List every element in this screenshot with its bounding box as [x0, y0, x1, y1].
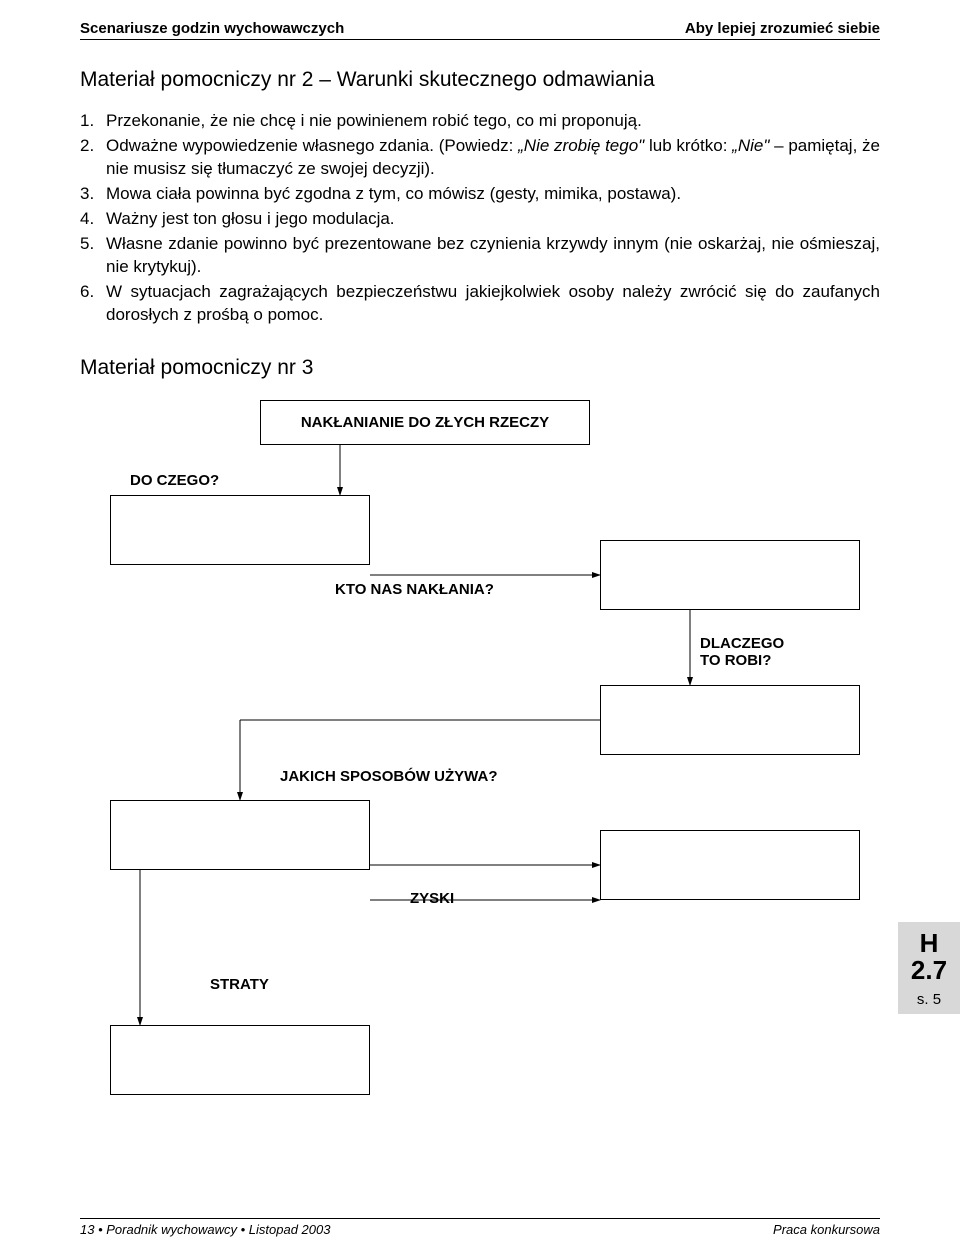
list-item: 4.Ważny jest ton głosu i jego modulacja. [80, 208, 880, 231]
header-right: Aby lepiej zrozumieć siebie [685, 20, 880, 37]
list-number: 2. [80, 135, 106, 181]
list-text: Przekonanie, że nie chcę i nie powiniene… [106, 110, 880, 133]
list-text: W sytuacjach zagrażających bezpieczeństw… [106, 281, 880, 327]
flowchart-label: DO CZEGO? [130, 472, 219, 489]
list-text: Mowa ciała powinna być zgodna z tym, co … [106, 183, 880, 206]
list-item: 5.Własne zdanie powinno być prezentowane… [80, 233, 880, 279]
list-number: 5. [80, 233, 106, 279]
page-header: Scenariusze godzin wychowawczych Aby lep… [80, 20, 880, 40]
side-tab: H 2.7 s. 5 [898, 922, 960, 1014]
flowchart-label: STRATY [210, 976, 269, 993]
list-text: Odważne wypowiedzenie własnego zdania. (… [106, 135, 880, 181]
list-item: 6.W sytuacjach zagrażających bezpieczeńs… [80, 281, 880, 327]
list-text: Własne zdanie powinno być prezentowane b… [106, 233, 880, 279]
flowchart-box [600, 685, 860, 755]
header-left: Scenariusze godzin wychowawczych [80, 20, 344, 37]
list-item: 3.Mowa ciała powinna być zgodna z tym, c… [80, 183, 880, 206]
flowchart-box [110, 800, 370, 870]
list-number: 1. [80, 110, 106, 133]
flowchart-label: JAKICH SPOSOBÓW UŻYWA? [280, 768, 498, 785]
flowchart-box [110, 1025, 370, 1095]
list-item: 2.Odważne wypowiedzenie własnego zdania.… [80, 135, 880, 181]
flowchart-box [600, 540, 860, 610]
footer-left: 13 • Poradnik wychowawcy • Listopad 2003 [80, 1222, 330, 1237]
side-tab-line2: 2.7 [898, 957, 960, 984]
flowchart-label: ZYSKI [410, 890, 454, 907]
list-number: 3. [80, 183, 106, 206]
flowchart-label: NAKŁANIANIE DO ZŁYCH RZECZY [290, 414, 560, 431]
list-item: 1.Przekonanie, że nie chcę i nie powinie… [80, 110, 880, 133]
footer-right: Praca konkursowa [773, 1222, 880, 1237]
list-text: Ważny jest ton głosu i jego modulacja. [106, 208, 880, 231]
list-number: 6. [80, 281, 106, 327]
flowchart: NAKŁANIANIE DO ZŁYCH RZECZY DO CZEGO? KTO … [80, 400, 880, 1105]
section-title: Materiał pomocniczy nr 2 – Warunki skute… [80, 68, 880, 92]
flowchart-label: DLACZEGO TO ROBI? [700, 635, 784, 669]
section-subtitle: Materiał pomocniczy nr 3 [80, 356, 880, 380]
flowchart-box [110, 495, 370, 565]
numbered-list: 1.Przekonanie, że nie chcę i nie powinie… [80, 110, 880, 326]
list-number: 4. [80, 208, 106, 231]
flowchart-box [600, 830, 860, 900]
flowchart-label: KTO NAS NAKŁANIA? [335, 581, 494, 598]
side-tab-sub: s. 5 [898, 991, 960, 1008]
page-footer: 13 • Poradnik wychowawcy • Listopad 2003… [80, 1218, 880, 1237]
side-tab-line1: H [898, 930, 960, 957]
